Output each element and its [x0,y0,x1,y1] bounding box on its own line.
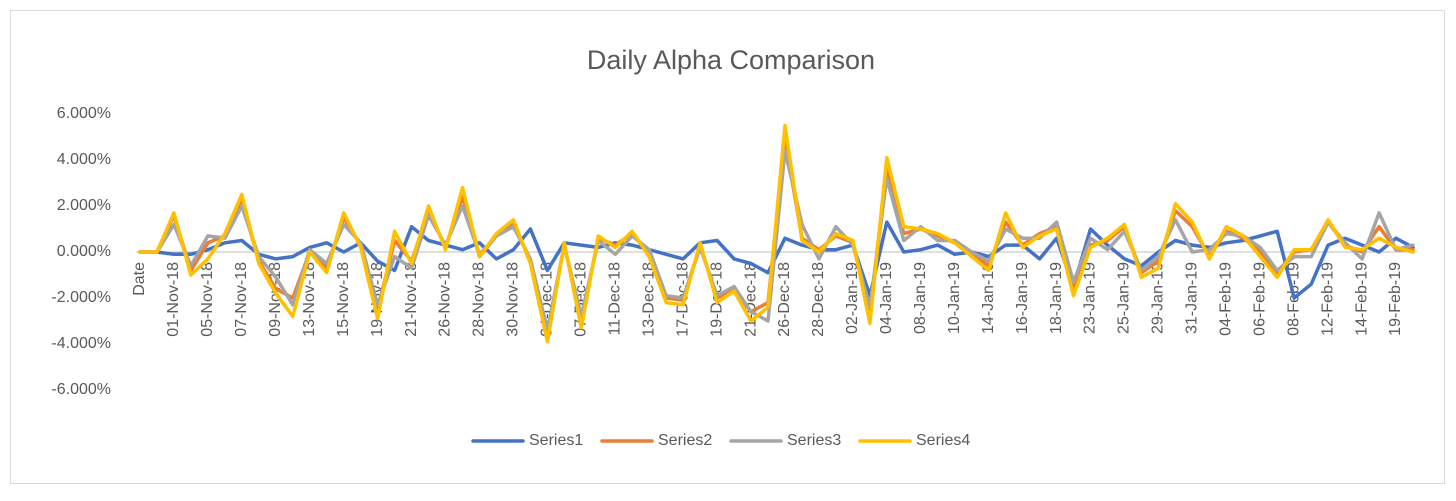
x-tick-label: 12-Feb-19 [1319,262,1336,336]
x-tick-label: 18-Jan-19 [1048,262,1065,334]
y-tick-label: 4.000% [57,151,111,168]
legend-label: Series3 [787,432,841,449]
x-tick-label: 14-Feb-19 [1353,262,1370,336]
x-tick-label: 02-Jan-19 [844,262,861,334]
y-tick-label: -2.000% [51,289,111,306]
x-tick-label: 31-Jan-19 [1184,262,1201,334]
chart-border [10,10,1445,484]
legend-label: Series1 [529,432,583,449]
legend-item: Series1 [471,432,583,449]
series-line [138,220,1415,300]
x-tick-label: 23-Jan-19 [1082,262,1099,334]
x-tick-label: 01-Nov-18 [165,262,182,337]
x-tick-label: 26-Nov-18 [437,262,454,337]
x-tick-label: 07-Nov-18 [233,262,250,337]
x-tick-label: 30-Nov-18 [505,262,522,337]
x-tick-label: 28-Dec-18 [810,262,827,337]
legend-item: Series2 [600,432,712,449]
y-tick-label: 2.000% [57,197,111,214]
x-tick-label: 19-Feb-19 [1387,262,1404,336]
y-tick-label: -4.000% [51,335,111,352]
x-tick-label: 28-Nov-18 [471,262,488,337]
x-tick-label: 25-Jan-19 [1116,262,1133,334]
chart-title: Daily Alpha Comparison [587,45,875,75]
x-tick-label: 13-Nov-18 [301,262,318,337]
x-tick-label: 21-Nov-18 [403,262,420,337]
x-tick-label: 29-Jan-19 [1150,262,1167,334]
legend-label: Series2 [658,432,712,449]
legend-label: Series4 [916,432,970,449]
legend-item: Series4 [858,432,970,449]
x-tick-label: 04-Feb-19 [1218,262,1235,336]
x-tick-label: 07-Dec-18 [573,262,590,337]
x-tick-label: 11-Dec-18 [606,262,623,336]
x-tick-label: 10-Jan-19 [946,262,963,334]
y-tick-label: 6.000% [57,105,111,122]
x-tick-label: 26-Dec-18 [776,262,793,337]
x-tick-label: 16-Jan-19 [1014,262,1031,334]
x-tick-label: 21-Dec-18 [742,262,759,337]
legend-item: Series3 [729,432,841,449]
x-tick-label: 14-Jan-19 [980,262,997,334]
series-line [138,123,1415,344]
x-tick-label: 13-Dec-18 [640,262,657,337]
x-tick-label: Date [131,262,148,296]
x-tick-label: 04-Jan-19 [878,262,895,334]
x-tick-label: 15-Nov-18 [335,262,352,337]
x-tick-label: 05-Nov-18 [199,262,216,337]
x-tick-label: 06-Feb-19 [1251,262,1268,336]
x-tick-label: 08-Jan-19 [912,262,929,334]
y-tick-label: -6.000% [51,381,111,398]
y-tick-label: 0.000% [57,243,111,260]
